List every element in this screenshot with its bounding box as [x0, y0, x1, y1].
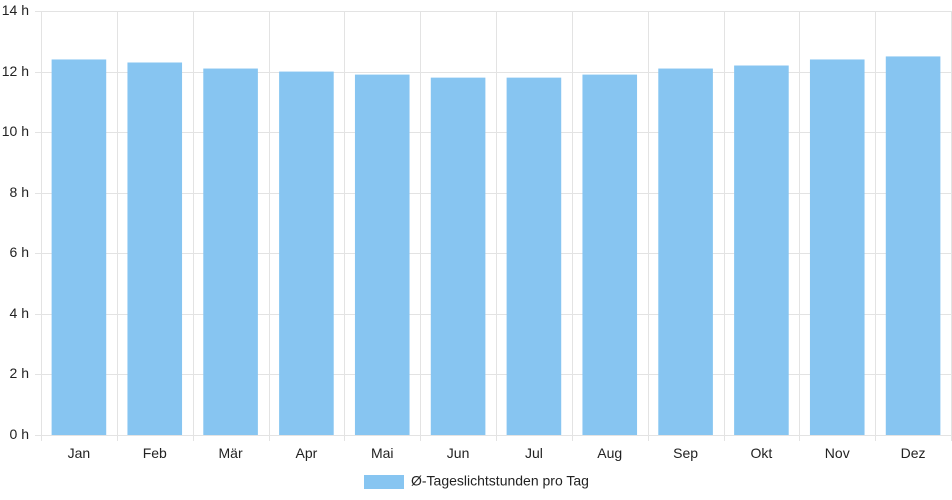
legend-label: Ø-Tageslichtstunden pro Tag — [411, 473, 589, 489]
x-tick-label: Aug — [597, 445, 622, 461]
bar-jul[interactable] — [506, 77, 562, 435]
y-tick-label: 0 h — [10, 426, 29, 442]
bar-okt[interactable] — [734, 65, 789, 435]
x-tick-label: Jun — [447, 445, 470, 461]
legend[interactable]: Ø-Tageslichtstunden pro Tag — [364, 473, 589, 489]
x-tick-label: Mär — [219, 445, 243, 461]
x-tick-label: Dez — [901, 445, 926, 461]
x-tick-label: Nov — [825, 445, 850, 461]
legend-swatch — [364, 475, 404, 489]
grid — [35, 11, 952, 441]
bar-mär[interactable] — [203, 68, 258, 436]
x-tick-label: Mai — [371, 445, 394, 461]
x-tick-label: Jan — [68, 445, 91, 461]
x-axis-tick-labels: Jan Feb Mär Apr Mai Jun Jul Aug Sep Okt Nov Dez — [68, 445, 926, 461]
y-tick-label: 8 h — [10, 184, 29, 200]
bar-series — [51, 56, 941, 436]
y-tick-label: 4 h — [10, 305, 29, 321]
x-tick-label: Feb — [143, 445, 167, 461]
bar-feb[interactable] — [127, 62, 183, 435]
y-tick-label: 14 h — [2, 2, 29, 18]
x-tick-label: Okt — [751, 445, 773, 461]
y-tick-label: 12 h — [2, 63, 29, 79]
bar-sep[interactable] — [658, 68, 713, 436]
y-tick-label: 2 h — [10, 365, 29, 381]
y-tick-label: 6 h — [10, 244, 29, 260]
bar-jan[interactable] — [51, 59, 107, 435]
y-tick-label: 10 h — [2, 123, 29, 139]
bar-jun[interactable] — [430, 77, 486, 435]
x-tick-label: Sep — [673, 445, 698, 461]
bar-dez[interactable] — [885, 56, 941, 436]
bar-aug[interactable] — [582, 74, 638, 435]
y-axis-tick-labels: 0 h 2 h 4 h 6 h 8 h 10 h 12 h 14 h — [2, 2, 29, 442]
x-tick-label: Apr — [296, 445, 318, 461]
bar-nov[interactable] — [809, 59, 865, 435]
bar-apr[interactable] — [279, 71, 334, 436]
bar-mai[interactable] — [354, 74, 410, 435]
x-tick-label: Jul — [525, 445, 543, 461]
